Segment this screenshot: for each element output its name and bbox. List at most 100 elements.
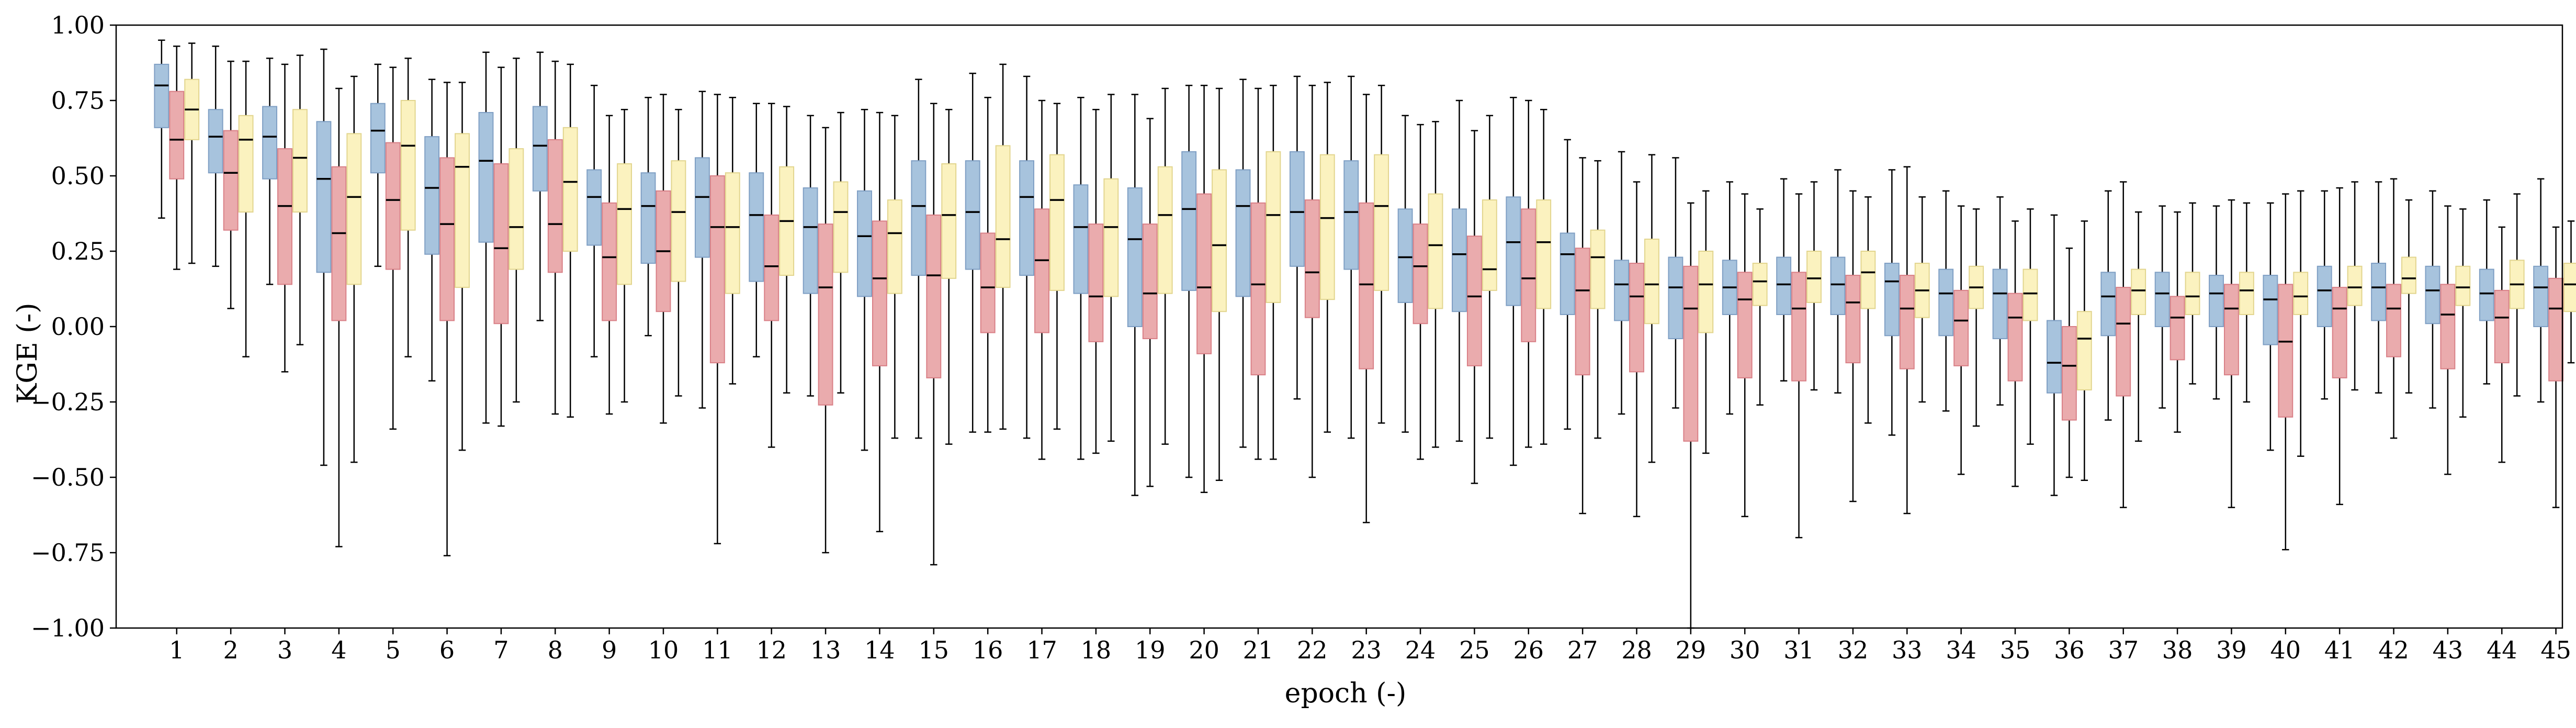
x-tick-label: 24 — [1405, 636, 1436, 664]
box-group — [154, 39, 170, 219]
box-iqr — [926, 214, 942, 378]
box-iqr — [169, 91, 185, 180]
box-group — [1806, 181, 1822, 391]
x-tick-label: 45 — [2540, 636, 2571, 664]
x-tick-label: 1 — [169, 636, 184, 664]
box-group — [2317, 190, 2332, 400]
box-iqr — [1698, 251, 1714, 333]
box-iqr — [1196, 193, 1212, 354]
x-tick-label: 2 — [223, 636, 238, 664]
x-tick-label: 43 — [2433, 636, 2464, 664]
y-tick-label: −0.75 — [31, 539, 105, 567]
box-iqr — [965, 160, 980, 270]
box-iqr — [2548, 277, 2564, 382]
box-group — [2131, 211, 2146, 442]
box-group — [2076, 220, 2092, 481]
box-group — [2100, 190, 2116, 421]
box-iqr — [2317, 265, 2332, 327]
box-group — [887, 115, 902, 439]
box-iqr — [1845, 275, 1861, 364]
box-group — [1845, 190, 1861, 502]
box-group — [1737, 193, 1753, 518]
box-iqr — [2332, 287, 2347, 378]
box-group — [2278, 193, 2293, 551]
box-iqr — [2278, 284, 2293, 418]
box-iqr — [709, 175, 725, 364]
box-iqr — [1737, 272, 1753, 378]
chart-marks — [154, 39, 2576, 629]
box-iqr — [2154, 272, 2170, 328]
box-group — [1142, 118, 1158, 487]
box-iqr — [1397, 208, 1413, 303]
box-group — [547, 60, 563, 415]
x-tick-label: 36 — [2054, 636, 2085, 664]
box-group — [1250, 87, 1266, 460]
box-iqr — [1289, 151, 1305, 267]
x-tick-label: 17 — [1026, 636, 1057, 664]
box-group — [2293, 190, 2309, 457]
box-iqr — [478, 112, 494, 243]
box-iqr — [331, 166, 347, 321]
box-iqr — [2061, 326, 2077, 421]
x-tick-label: 15 — [919, 636, 950, 664]
box-iqr — [2046, 320, 2062, 394]
x-tick-label: 34 — [1946, 636, 1976, 664]
box-iqr — [1428, 193, 1443, 309]
box-iqr — [346, 133, 362, 285]
box-group — [1289, 75, 1305, 400]
x-tick-label: 3 — [277, 636, 292, 664]
box-group — [1992, 196, 2008, 406]
box-group — [2023, 208, 2038, 445]
box-iqr — [2007, 293, 2023, 382]
box-iqr — [2239, 272, 2254, 315]
box-iqr — [1319, 154, 1335, 300]
box-group — [980, 96, 996, 433]
y-tick-label: 0.25 — [51, 237, 105, 265]
y-tick-label: −1.00 — [31, 614, 105, 642]
x-tick-label: 12 — [756, 636, 787, 664]
box-group — [1452, 99, 1467, 442]
box-iqr — [1073, 184, 1089, 294]
box-iqr — [1614, 260, 1629, 321]
y-axis-label: KGE (-) — [12, 303, 43, 404]
box-group — [1698, 190, 1714, 454]
box-group — [656, 94, 671, 424]
box-group — [2061, 247, 2077, 478]
box-group — [370, 63, 386, 267]
y-tick-label: 0.75 — [51, 86, 105, 115]
box-group — [1683, 202, 1699, 629]
box-iqr — [1590, 229, 1606, 309]
box-group — [602, 115, 617, 415]
x-tick-label: 9 — [602, 636, 617, 664]
x-tick-label: 4 — [331, 636, 346, 664]
y-tick-label: −0.25 — [31, 388, 105, 416]
box-iqr — [532, 106, 548, 192]
box-iqr — [1806, 251, 1822, 303]
box-iqr — [509, 148, 524, 270]
box-group — [926, 103, 942, 566]
box-group — [1776, 178, 1792, 382]
box-iqr — [2347, 265, 2363, 306]
box-iqr — [1644, 238, 1659, 324]
box-group — [1899, 166, 1915, 514]
box-iqr — [1560, 232, 1575, 315]
box-group — [1235, 79, 1251, 448]
box-group — [316, 48, 332, 466]
box-group — [208, 46, 223, 267]
x-tick-label: 8 — [548, 636, 563, 664]
x-tick-label: 22 — [1297, 636, 1328, 664]
x-tick-label: 35 — [2000, 636, 2031, 664]
box-group — [1266, 84, 1281, 460]
box-group — [586, 84, 602, 357]
box-iqr — [1452, 208, 1467, 312]
box-iqr — [941, 163, 957, 279]
box-iqr — [1938, 268, 1954, 337]
box-iqr — [1250, 202, 1266, 376]
box-iqr — [1212, 169, 1227, 312]
box-group — [2170, 211, 2185, 433]
box-iqr — [1157, 166, 1173, 294]
box-iqr — [2224, 284, 2239, 376]
box-iqr — [1088, 223, 1104, 342]
box-iqr — [2425, 265, 2441, 324]
box-group — [671, 109, 686, 397]
